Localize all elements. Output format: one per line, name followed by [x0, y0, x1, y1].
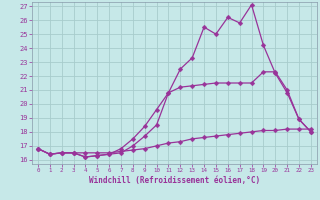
X-axis label: Windchill (Refroidissement éolien,°C): Windchill (Refroidissement éolien,°C) [89, 176, 260, 185]
